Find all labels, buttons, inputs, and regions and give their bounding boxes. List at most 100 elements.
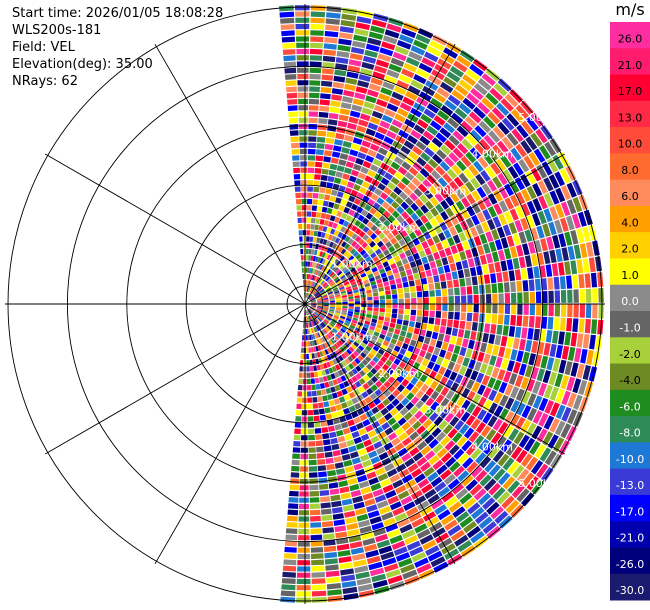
velocity-gate [308,130,317,136]
velocity-gate [329,280,334,286]
velocity-gate [302,217,307,223]
velocity-gate [357,583,373,592]
velocity-gate [307,192,313,198]
velocity-gate [485,428,497,441]
colorbar-swatch [610,205,650,233]
velocity-gate [321,68,334,75]
velocity-gate [310,11,326,18]
velocity-gate [521,453,533,467]
velocity-gate [316,205,323,212]
velocity-gate [384,172,394,181]
velocity-gate [444,156,455,168]
velocity-gate [335,171,344,178]
velocity-gate [367,304,373,308]
velocity-gate [331,366,337,373]
velocity-gate [416,316,422,323]
velocity-gate [550,402,560,417]
velocity-gate [329,195,337,202]
velocity-gate [486,501,500,515]
velocity-gate [309,242,313,249]
velocity-gate [307,161,315,167]
velocity-gate [338,272,344,278]
velocity-gate [392,458,404,468]
velocity-gate [365,43,380,52]
velocity-gate [425,80,439,91]
velocity-gate [306,205,312,211]
velocity-gate [493,379,502,391]
velocity-gate [306,280,308,286]
velocity-gate [354,243,361,250]
velocity-gate [324,342,329,348]
velocity-gate [401,474,413,484]
velocity-gate [440,452,452,463]
velocity-gate [482,209,492,221]
velocity-gate [379,299,386,304]
velocity-gate [410,107,423,118]
velocity-gate [470,177,481,189]
velocity-gate [308,148,316,155]
velocity-gate [315,339,320,345]
velocity-gate [359,413,368,422]
velocity-gate [320,280,325,286]
velocity-gate [342,504,354,512]
velocity-gate [384,108,396,118]
velocity-gate [310,288,314,293]
colorbar-swatch [610,48,650,76]
velocity-gate [459,251,467,261]
velocity-gate [440,397,450,408]
velocity-gate [461,197,471,208]
velocity-gate [497,282,504,293]
velocity-gate [364,356,372,363]
velocity-gate [306,292,309,298]
velocity-gate [307,391,312,397]
velocity-gate [332,275,338,280]
velocity-gate [323,320,329,325]
velocity-gate [470,87,484,101]
velocity-gate [385,312,391,318]
colorbar-tick-label: 0.0 [621,295,639,308]
velocity-gate [471,322,478,331]
velocity-gate [421,277,428,285]
velocity-gate [302,230,307,236]
velocity-gate [299,491,309,497]
velocity-gate [356,278,362,284]
velocity-gate [328,332,333,338]
velocity-gate [365,286,371,291]
velocity-gate [420,204,429,214]
velocity-gate [388,245,396,253]
velocity-gate [449,416,460,427]
velocity-gate [358,230,366,238]
velocity-gate [510,446,523,460]
velocity-gate [431,170,441,180]
velocity-gate [372,202,381,210]
velocity-gate [334,462,344,469]
velocity-gate [332,81,345,89]
velocity-gate [436,447,448,459]
velocity-gate [415,243,424,252]
velocity-gate [287,105,298,111]
velocity-gate [294,186,301,192]
velocity-gate [392,333,399,340]
velocity-gate [346,522,359,531]
velocity-gate [312,313,316,319]
velocity-gate [354,295,360,299]
velocity-gate [319,288,325,293]
velocity-gate [378,452,389,461]
velocity-gate [531,213,541,227]
velocity-gate [454,223,463,234]
velocity-gate [365,269,373,276]
velocity-gate [417,234,426,243]
velocity-gate [393,546,408,556]
velocity-gate [384,265,392,272]
velocity-gate [503,425,514,438]
velocity-gate [396,206,405,215]
velocity-gate [310,321,313,327]
velocity-gate [328,399,335,407]
velocity-gate [398,298,404,304]
velocity-gate [388,274,395,281]
velocity-gate [337,435,346,443]
velocity-gate [308,295,313,300]
velocity-gate [341,147,350,154]
velocity-gate [345,317,352,322]
